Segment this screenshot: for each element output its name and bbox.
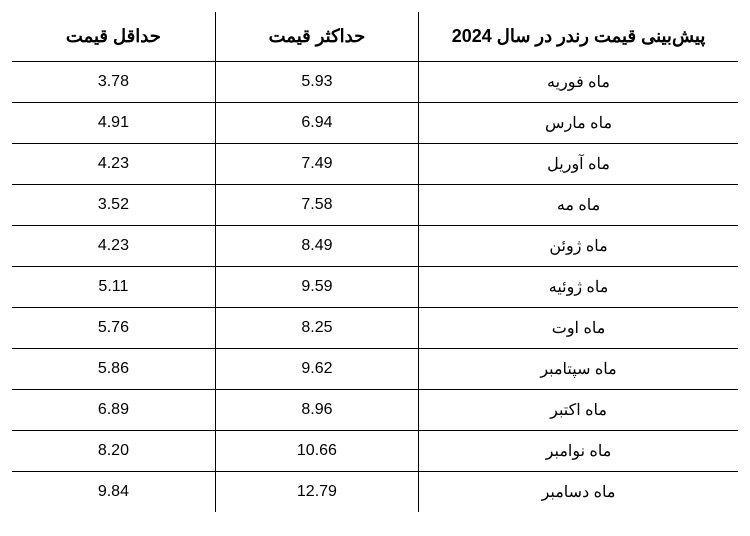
table-row: ماه اکتبر 8.96 6.89	[12, 390, 738, 431]
table-row: ماه سپتامبر 9.62 5.86	[12, 349, 738, 390]
price-prediction-table: پیش‌بینی قیمت رندر در سال 2024 حداکثر قی…	[12, 12, 738, 512]
table-row: ماه مارس 6.94 4.91	[12, 103, 738, 144]
table-row: ماه ژوئن 8.49 4.23	[12, 226, 738, 267]
cell-month: ماه دسامبر	[419, 472, 738, 513]
cell-min: 9.84	[12, 472, 215, 513]
cell-max: 8.96	[215, 390, 418, 431]
table-row: ماه آوریل 7.49 4.23	[12, 144, 738, 185]
cell-month: ماه آوریل	[419, 144, 738, 185]
cell-month: ماه نوامبر	[419, 431, 738, 472]
cell-month: ماه اوت	[419, 308, 738, 349]
cell-min: 4.91	[12, 103, 215, 144]
cell-month: ماه سپتامبر	[419, 349, 738, 390]
cell-max: 5.93	[215, 62, 418, 103]
cell-month: ماه ژوئیه	[419, 267, 738, 308]
cell-min: 5.76	[12, 308, 215, 349]
table-row: ماه فوریه 5.93 3.78	[12, 62, 738, 103]
table-row: ماه مه 7.58 3.52	[12, 185, 738, 226]
cell-max: 10.66	[215, 431, 418, 472]
cell-min: 3.52	[12, 185, 215, 226]
cell-month: ماه ژوئن	[419, 226, 738, 267]
table-row: ماه ژوئیه 9.59 5.11	[12, 267, 738, 308]
cell-min: 4.23	[12, 226, 215, 267]
cell-min: 6.89	[12, 390, 215, 431]
cell-min: 4.23	[12, 144, 215, 185]
cell-month: ماه مه	[419, 185, 738, 226]
cell-max: 7.58	[215, 185, 418, 226]
table-row: ماه اوت 8.25 5.76	[12, 308, 738, 349]
cell-min: 8.20	[12, 431, 215, 472]
cell-max: 9.62	[215, 349, 418, 390]
column-header-month: پیش‌بینی قیمت رندر در سال 2024	[419, 12, 738, 62]
cell-max: 8.49	[215, 226, 418, 267]
table-row: ماه دسامبر 12.79 9.84	[12, 472, 738, 513]
cell-max: 7.49	[215, 144, 418, 185]
cell-max: 6.94	[215, 103, 418, 144]
table-row: ماه نوامبر 10.66 8.20	[12, 431, 738, 472]
column-header-min: حداقل قیمت	[12, 12, 215, 62]
cell-max: 12.79	[215, 472, 418, 513]
cell-month: ماه اکتبر	[419, 390, 738, 431]
cell-max: 9.59	[215, 267, 418, 308]
cell-month: ماه مارس	[419, 103, 738, 144]
table-header-row: پیش‌بینی قیمت رندر در سال 2024 حداکثر قی…	[12, 12, 738, 62]
cell-min: 3.78	[12, 62, 215, 103]
cell-min: 5.11	[12, 267, 215, 308]
cell-max: 8.25	[215, 308, 418, 349]
table-body: ماه فوریه 5.93 3.78 ماه مارس 6.94 4.91 م…	[12, 62, 738, 513]
column-header-max: حداکثر قیمت	[215, 12, 418, 62]
cell-month: ماه فوریه	[419, 62, 738, 103]
cell-min: 5.86	[12, 349, 215, 390]
